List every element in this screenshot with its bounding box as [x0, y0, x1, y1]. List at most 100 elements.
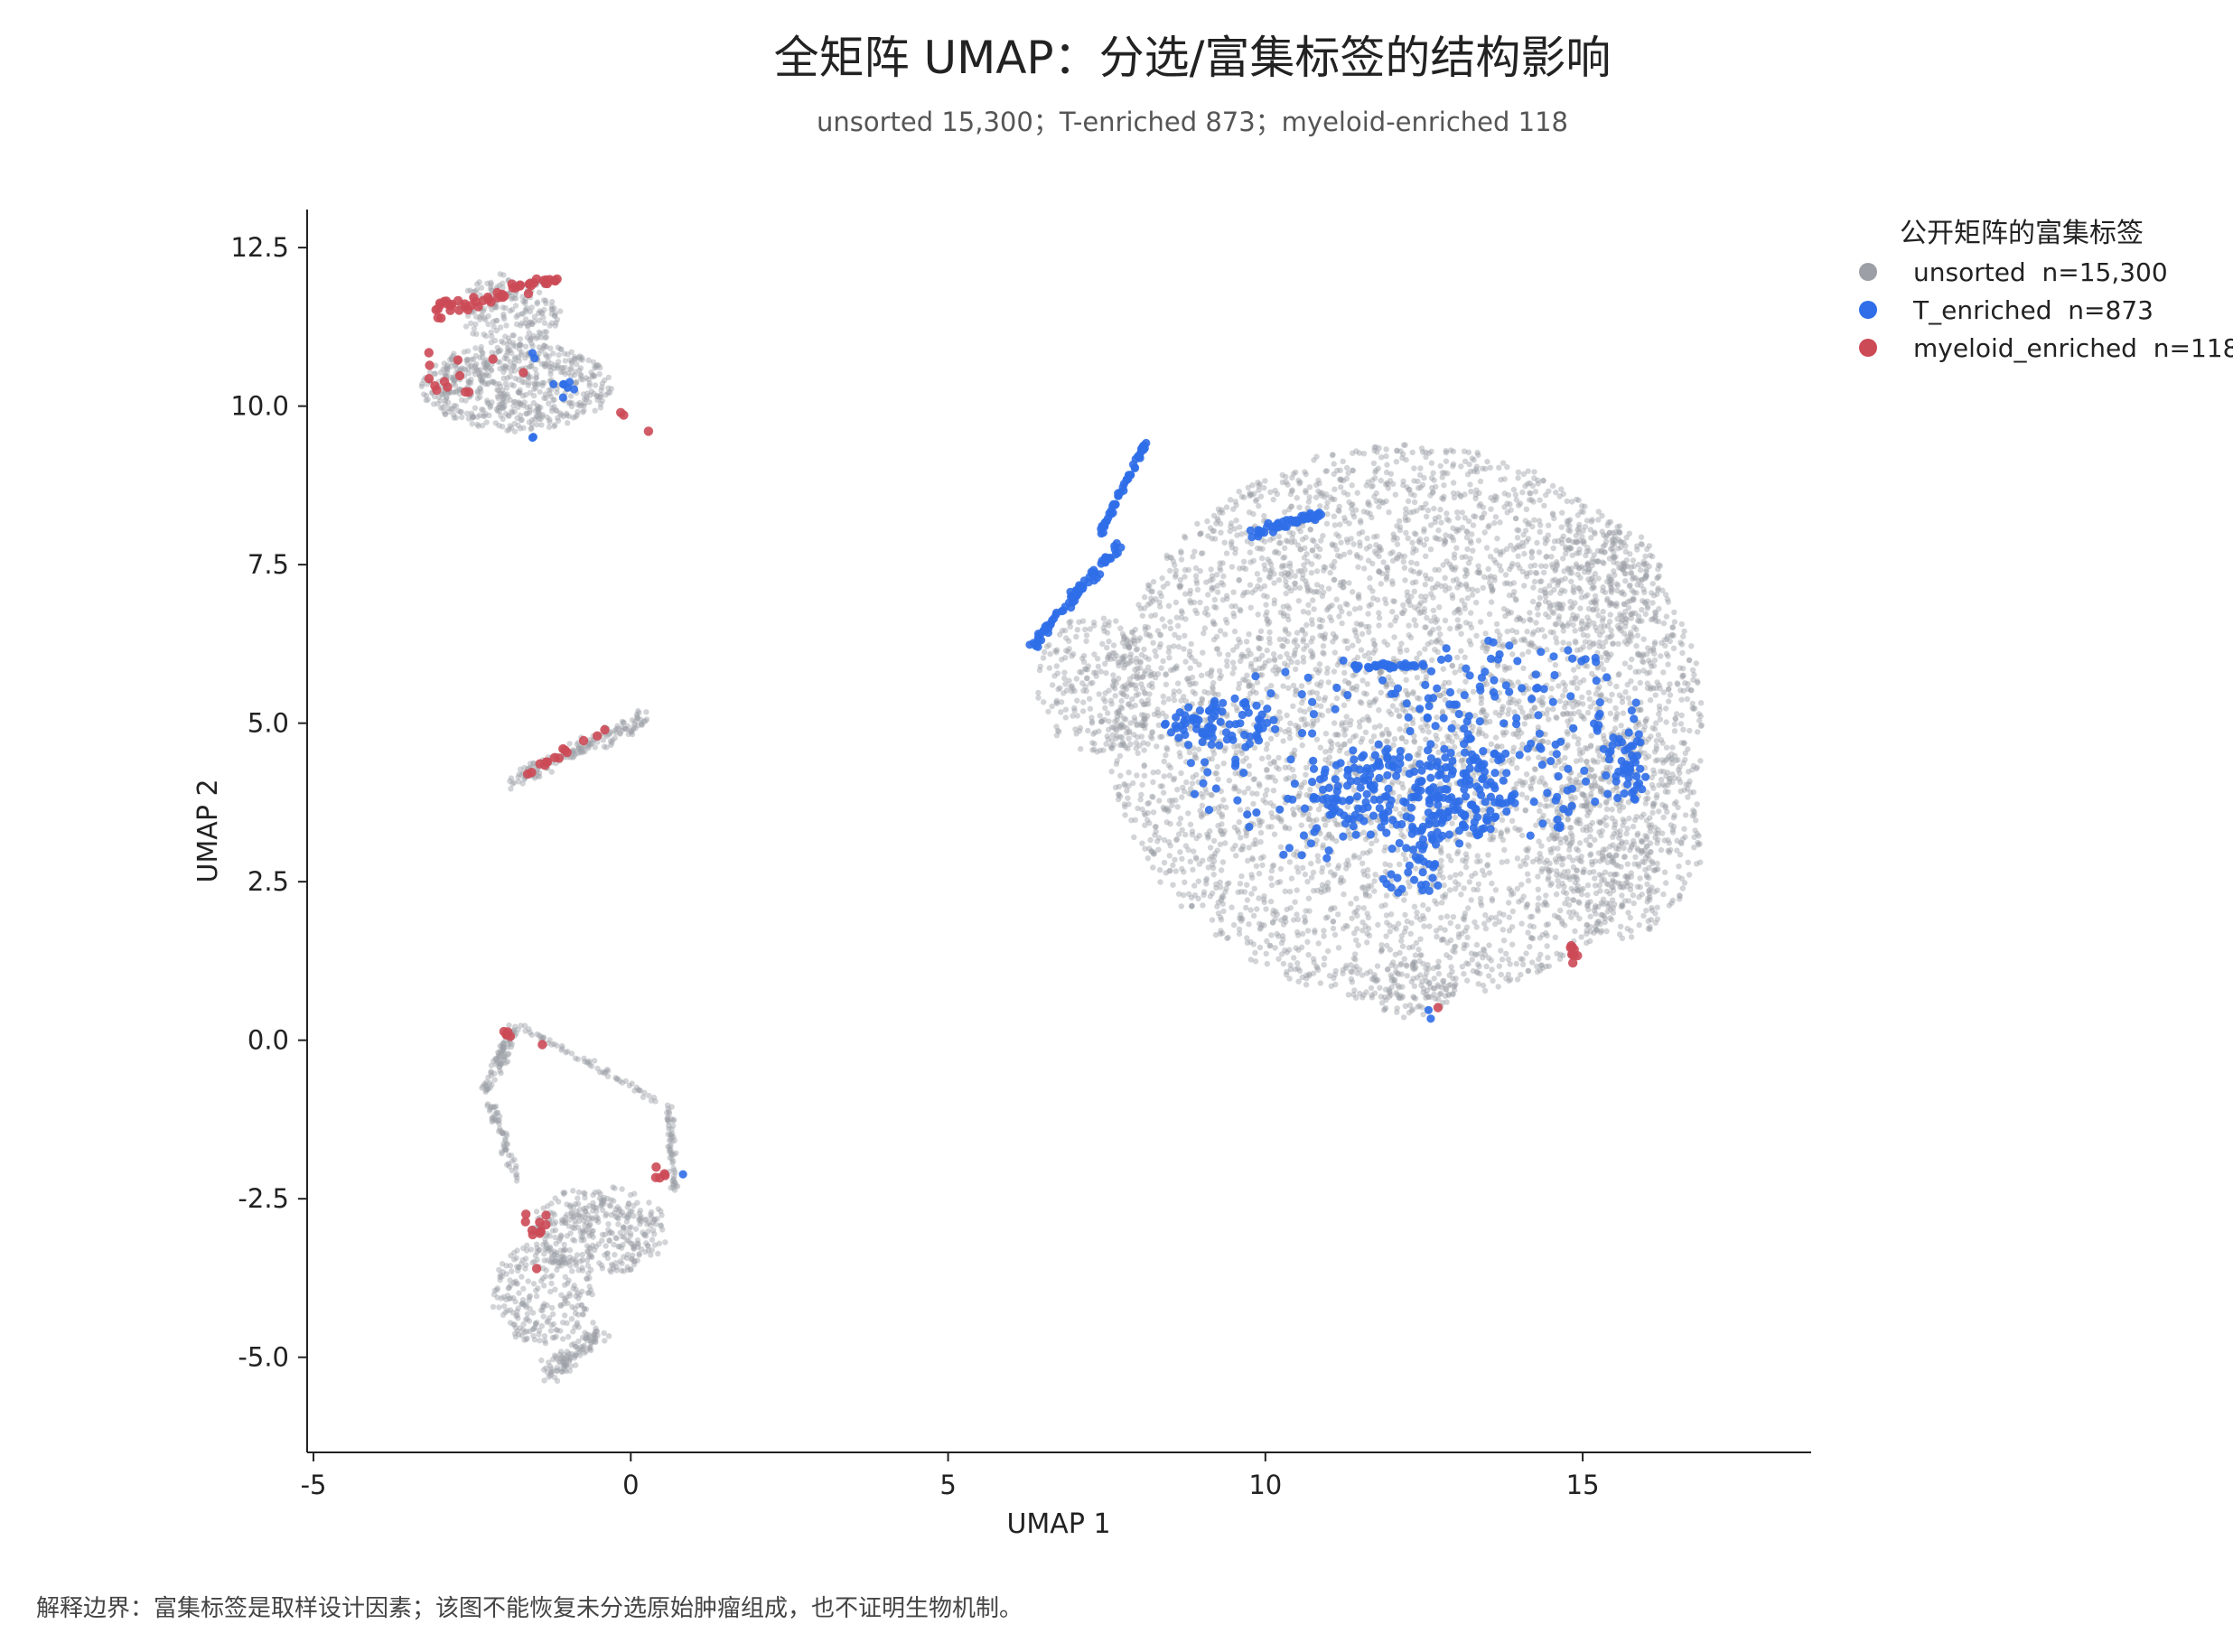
point-unsorted [1427, 546, 1434, 553]
point-unsorted [1557, 907, 1564, 914]
point-unsorted [1246, 509, 1253, 516]
point-unsorted [1403, 529, 1409, 537]
point-unsorted [1600, 666, 1607, 673]
point-unsorted [1303, 771, 1309, 778]
point-unsorted [1628, 571, 1635, 577]
point-unsorted [1248, 660, 1255, 667]
point-unsorted [1649, 781, 1656, 789]
point-unsorted [1524, 854, 1530, 861]
point-unsorted [1297, 707, 1303, 714]
point-unsorted [1242, 677, 1248, 684]
point-unsorted [1156, 644, 1163, 650]
point-unsorted [1522, 807, 1529, 814]
point-unsorted [1493, 621, 1500, 628]
point-unsorted [1327, 738, 1333, 744]
point-unsorted [1650, 767, 1657, 773]
point-unsorted [1359, 860, 1366, 866]
point-unsorted [1289, 474, 1295, 481]
point-unsorted [1655, 732, 1662, 738]
point-unsorted [1227, 497, 1234, 503]
point-unsorted [1378, 581, 1385, 587]
point-unsorted [1459, 857, 1466, 863]
point-unsorted [1491, 577, 1498, 583]
point-unsorted [1531, 517, 1537, 523]
point-unsorted [1524, 847, 1531, 854]
point-unsorted [1410, 568, 1417, 575]
point-unsorted [1411, 465, 1417, 471]
point-unsorted [1414, 914, 1420, 920]
point-unsorted [1470, 967, 1477, 975]
point-unsorted [1500, 927, 1507, 933]
point-unsorted [1200, 794, 1206, 800]
point-unsorted [1568, 679, 1575, 686]
point-unsorted [1546, 613, 1552, 621]
point-unsorted [1345, 992, 1352, 998]
point-unsorted [1389, 549, 1397, 555]
point-unsorted [1621, 623, 1629, 630]
point-unsorted [1475, 567, 1482, 574]
point-unsorted [1370, 595, 1377, 602]
point-unsorted [1626, 815, 1632, 822]
point-unsorted [1574, 741, 1582, 747]
point-unsorted [1256, 482, 1262, 489]
point-unsorted [1296, 504, 1303, 510]
point-unsorted [1576, 546, 1583, 553]
point-unsorted [1428, 591, 1434, 597]
point-unsorted [1329, 740, 1335, 746]
point-unsorted [1293, 469, 1299, 476]
point-unsorted [1185, 891, 1192, 897]
point-unsorted [1298, 944, 1305, 951]
point-unsorted [1189, 828, 1196, 835]
point-unsorted [1658, 768, 1664, 775]
point-unsorted [1519, 782, 1527, 789]
point-unsorted [1548, 881, 1556, 887]
point-unsorted [1145, 602, 1152, 608]
point-unsorted [1537, 522, 1544, 528]
point-unsorted [1204, 611, 1211, 618]
point-unsorted [1363, 623, 1369, 630]
point-unsorted [1121, 683, 1128, 689]
point-unsorted [1669, 624, 1676, 630]
chart-subtitle: unsorted 15,300；T-enriched 873；myeloid-e… [816, 107, 1569, 137]
point-unsorted [1543, 554, 1549, 560]
point-unsorted [1433, 583, 1439, 591]
point-unsorted [1314, 853, 1322, 859]
point-unsorted [1472, 513, 1479, 520]
point-unsorted [1604, 909, 1612, 915]
point-unsorted [1379, 731, 1386, 737]
point-unsorted [1578, 621, 1585, 627]
point-unsorted [1254, 906, 1260, 912]
point-unsorted [1630, 574, 1637, 581]
point-unsorted [1557, 758, 1564, 764]
point-unsorted [1427, 522, 1434, 528]
point-unsorted [1273, 909, 1279, 915]
point-unsorted [1538, 962, 1545, 969]
point-unsorted [1458, 630, 1464, 637]
point-unsorted [1682, 812, 1689, 818]
point-unsorted [1321, 567, 1327, 574]
point-unsorted [1229, 904, 1235, 910]
point-unsorted [1405, 517, 1412, 523]
point-unsorted [1487, 836, 1493, 843]
point-unsorted [1179, 865, 1185, 873]
point-unsorted [1594, 686, 1602, 693]
point-unsorted [1275, 879, 1281, 886]
point-unsorted [1484, 643, 1491, 649]
point-unsorted [1283, 590, 1289, 597]
point-unsorted [1199, 696, 1206, 704]
point-unsorted [1222, 631, 1229, 638]
point-unsorted [1325, 585, 1332, 592]
point-unsorted [1563, 700, 1569, 706]
point-unsorted [1261, 485, 1267, 491]
point-unsorted [1537, 578, 1544, 585]
point-unsorted [1384, 641, 1391, 648]
point-unsorted [1510, 486, 1518, 493]
point-unsorted [1675, 804, 1681, 811]
point-unsorted [1463, 942, 1470, 948]
point-unsorted [1630, 837, 1637, 845]
point-unsorted [1342, 601, 1350, 607]
point-unsorted [1165, 649, 1173, 655]
point-unsorted [1257, 838, 1264, 845]
point-unsorted [1262, 478, 1268, 484]
point-unsorted [1178, 614, 1185, 621]
